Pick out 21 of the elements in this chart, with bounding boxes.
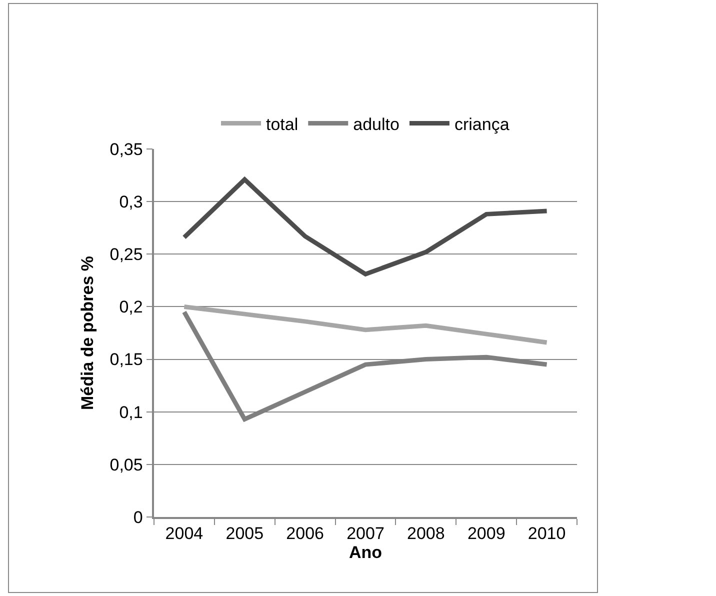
legend-label: adulto xyxy=(353,114,400,134)
x-tick-label: 2005 xyxy=(226,524,264,544)
y-tick-label: 0,05 xyxy=(110,455,143,474)
y-tick-label: 0,15 xyxy=(110,350,143,370)
x-tick-label: 2010 xyxy=(528,524,566,544)
line-series xyxy=(182,304,550,345)
y-tick-label: 0,35 xyxy=(110,140,143,159)
y-tick-label: 0,2 xyxy=(119,298,143,317)
y-tick-label: 0,25 xyxy=(110,245,143,264)
legend-label: total xyxy=(266,114,298,134)
y-axis-title: Média de pobres % xyxy=(78,256,97,410)
x-tick-label: 2007 xyxy=(346,524,384,544)
x-tick-label: 2008 xyxy=(407,524,445,544)
y-tick-label: 0,1 xyxy=(119,402,143,422)
x-tick-label: 2006 xyxy=(286,524,324,544)
x-tick-label: 2004 xyxy=(165,524,204,544)
x-axis-title: Ano xyxy=(348,543,382,562)
legend-label: criança xyxy=(454,114,510,134)
x-tick-label: 2009 xyxy=(467,524,506,544)
y-tick-label: 0,3 xyxy=(119,192,143,212)
y-tick-label: 0 xyxy=(133,508,143,527)
